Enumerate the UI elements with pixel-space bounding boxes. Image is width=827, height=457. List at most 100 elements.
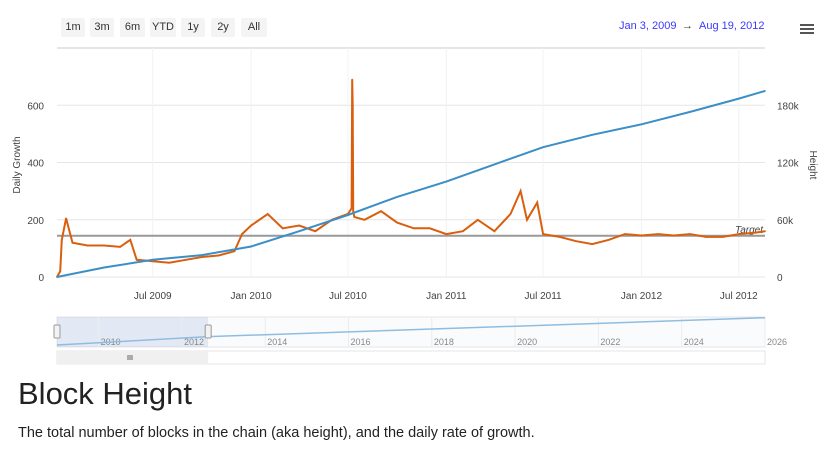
x-tick-label: Jan 2010 <box>231 291 273 302</box>
range-button-6m[interactable]: 6m <box>120 18 145 37</box>
data-point <box>217 254 220 257</box>
data-point <box>542 233 544 235</box>
x-tick-label: Jul 2009 <box>134 291 172 302</box>
scrollbar-thumb[interactable] <box>57 351 209 364</box>
data-point <box>536 201 538 204</box>
data-point <box>119 246 121 248</box>
data-point <box>347 214 349 216</box>
data-point <box>640 234 643 237</box>
navigator-tick-label: 2016 <box>351 337 371 347</box>
data-point <box>56 276 58 278</box>
data-point <box>103 244 105 247</box>
x-tick-label: Jul 2012 <box>720 291 758 302</box>
data-point <box>233 250 236 253</box>
data-point <box>705 236 707 238</box>
y-left-tick-label: 0 <box>38 273 44 284</box>
data-point <box>764 90 766 92</box>
data-point <box>493 163 496 166</box>
y-right-tick-label: 120k <box>777 159 800 170</box>
x-tick-label: Jan 2012 <box>621 291 663 302</box>
data-point <box>86 244 89 247</box>
data-point <box>266 213 269 215</box>
data-point <box>201 254 203 256</box>
data-point <box>298 230 301 232</box>
page-title: Block Height <box>18 376 193 411</box>
x-tick-label: Jul 2010 <box>329 291 367 302</box>
data-point <box>509 213 512 215</box>
y-left-axis-title: Daily Growth <box>12 136 23 193</box>
data-point <box>689 111 691 113</box>
data-point <box>624 233 626 235</box>
navigator-tick-label: 2024 <box>684 337 704 347</box>
data-point <box>591 243 594 245</box>
range-button-1m[interactable]: 1m <box>61 18 85 37</box>
navigator-handle-right[interactable] <box>204 324 212 339</box>
data-point <box>519 190 522 192</box>
range-button-all[interactable]: All <box>241 18 267 37</box>
data-point <box>168 261 171 264</box>
data-point <box>314 230 317 232</box>
data-point <box>380 210 382 212</box>
y-right-tick-label: 60k <box>777 216 794 227</box>
navigator-tick-label: 2020 <box>517 337 537 347</box>
range-from-input[interactable]: Jan 3, 2009 <box>619 20 677 32</box>
y-left-tick-label: 400 <box>27 159 44 170</box>
data-point <box>350 207 353 210</box>
data-point <box>241 233 243 235</box>
x-tick-label: Jan 2011 <box>426 291 467 302</box>
data-point <box>201 256 203 258</box>
data-point <box>281 227 284 230</box>
data-point <box>396 221 398 224</box>
data-point <box>71 241 74 244</box>
data-point <box>737 233 740 235</box>
navigator-handle-left[interactable] <box>53 324 61 339</box>
chart: 0 0 200 60k 400 120k 600 180k Jul 2009 Jan 2010 Ju… <box>12 47 818 365</box>
range-button-ytd[interactable]: YTD <box>150 18 176 37</box>
navigator-tick-label: 2022 <box>600 337 620 347</box>
range-to-input[interactable]: Aug 19, 2012 <box>699 20 765 32</box>
data-point <box>591 134 594 136</box>
data-point <box>352 210 355 212</box>
data-point <box>640 123 643 126</box>
data-point <box>250 245 252 248</box>
data-point <box>526 218 528 221</box>
y-right-axis-title: Height <box>807 151 818 180</box>
range-button-3m[interactable]: 3m <box>90 18 114 37</box>
x-tick-label: Jul 2011 <box>525 291 563 302</box>
data-point <box>477 218 479 221</box>
navigator-tick-label: 2026 <box>767 337 787 347</box>
range-button-2y[interactable]: 2y <box>211 18 235 37</box>
data-point <box>103 266 105 269</box>
data-point <box>672 234 675 237</box>
navigator-selected-range <box>57 317 209 347</box>
data-point <box>412 227 415 230</box>
range-arrow: → <box>682 20 693 32</box>
data-point <box>462 230 464 232</box>
navigator-tick-label: 2014 <box>267 337 287 347</box>
data-point <box>657 233 659 235</box>
data-point <box>61 238 63 241</box>
y-left-tick-label: 600 <box>27 101 44 112</box>
series-line-height <box>56 89 766 278</box>
data-point <box>185 259 187 261</box>
y-right-tick-label: 0 <box>777 273 783 284</box>
data-point <box>396 196 398 198</box>
data-point <box>764 230 766 232</box>
y-right-tick-label: 180k <box>777 101 800 112</box>
data-point <box>428 227 431 230</box>
data-point <box>737 97 740 100</box>
data-point <box>353 216 356 218</box>
navigator-tick-label: 2018 <box>434 337 454 347</box>
range-button-1y[interactable]: 1y <box>181 18 205 37</box>
data-point <box>59 270 62 273</box>
menu-hamburger-icon[interactable] <box>800 24 814 36</box>
data-point <box>129 238 132 241</box>
y-left-tick-label: 200 <box>27 216 44 227</box>
data-point <box>493 230 496 232</box>
data-point <box>65 217 67 220</box>
data-point <box>445 180 448 183</box>
data-point <box>754 231 757 234</box>
data-point <box>135 259 138 261</box>
data-point <box>250 224 252 227</box>
navigator-tick-label: 2012 <box>184 337 204 347</box>
